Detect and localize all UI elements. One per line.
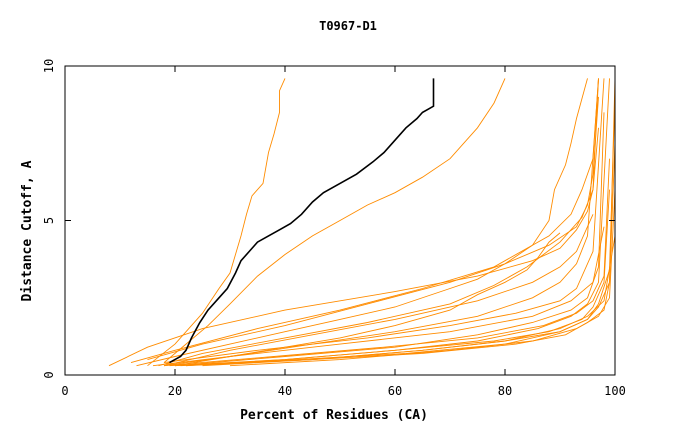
y-axis: 0 5 10 <box>42 59 615 379</box>
series-line-6 <box>130 78 599 364</box>
series-line-11 <box>174 112 605 367</box>
highlight-series-line <box>169 78 435 364</box>
series-line-5 <box>108 78 599 367</box>
x-tick-label: 80 <box>498 384 512 398</box>
y-tick-label: 10 <box>42 59 56 73</box>
series-line-15 <box>174 78 616 367</box>
series-line-10 <box>163 78 605 364</box>
y-tick-label: 5 <box>42 217 56 224</box>
x-tick-label: 60 <box>388 384 402 398</box>
plot-area <box>64 65 616 376</box>
series-line-3 <box>136 78 588 367</box>
series-line-21 <box>163 214 594 367</box>
x-axis-label: Percent of Residues (CA) <box>240 408 428 423</box>
series-line-8 <box>158 127 599 367</box>
series-line-12 <box>185 78 610 367</box>
series-line-9 <box>163 78 599 367</box>
y-axis-label: Distance Cutoff, A <box>20 160 35 301</box>
series-line-1 <box>147 78 286 367</box>
series-line-7 <box>147 96 599 361</box>
series-line-17 <box>185 143 616 367</box>
series-line-19 <box>202 235 616 367</box>
series-line-4 <box>174 232 561 367</box>
series-line-14 <box>169 189 610 367</box>
x-tick-label: 20 <box>168 384 182 398</box>
x-tick-label: 0 <box>61 384 68 398</box>
series-layer <box>108 78 616 367</box>
x-tick-label: 100 <box>604 384 626 398</box>
y-tick-label: 0 <box>42 371 56 378</box>
series-line-13 <box>163 158 610 367</box>
series-line-20 <box>229 189 616 367</box>
x-axis: 0 20 40 60 80 100 <box>61 66 626 398</box>
series-line-18 <box>152 226 605 367</box>
series-line-2 <box>163 78 506 363</box>
chart-title: T0967-D1 <box>319 19 377 33</box>
x-tick-label: 40 <box>278 384 292 398</box>
